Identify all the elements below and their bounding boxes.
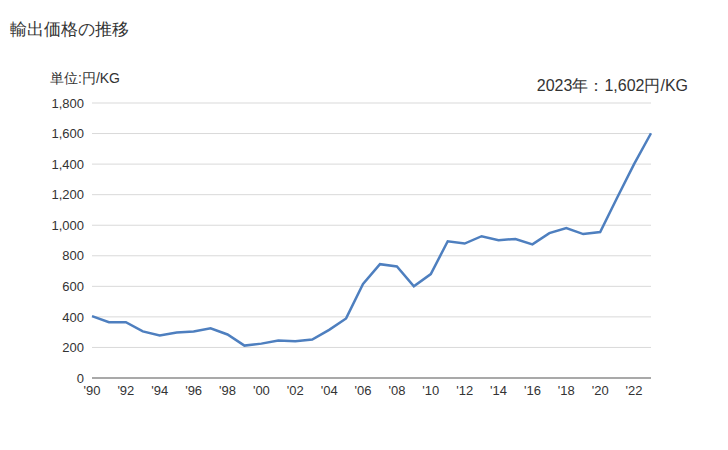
- svg-text:0: 0: [77, 371, 84, 386]
- svg-text:'96: '96: [185, 383, 202, 398]
- svg-text:'98: '98: [219, 383, 236, 398]
- html-text:単位:円/KG: 単位:円/KG: [50, 70, 120, 86]
- svg-text:'02: '02: [287, 383, 304, 398]
- svg-text:1,600: 1,600: [51, 126, 84, 141]
- svg-text:1,200: 1,200: [51, 187, 84, 202]
- svg-text:'20: '20: [592, 383, 609, 398]
- svg-text:'06: '06: [355, 383, 372, 398]
- svg-text:'14: '14: [490, 383, 507, 398]
- svg-text:200: 200: [62, 340, 84, 355]
- svg-text:'92: '92: [117, 383, 134, 398]
- svg-text:1,400: 1,400: [51, 157, 84, 172]
- svg-text:600: 600: [62, 279, 84, 294]
- html-text:2023年：1,602円/KG: 2023年：1,602円/KG: [536, 77, 688, 94]
- svg-text:'90: '90: [84, 383, 101, 398]
- svg-text:400: 400: [62, 310, 84, 325]
- svg-text:'00: '00: [253, 383, 270, 398]
- html-text:輸出価格の推移: 輸出価格の推移: [10, 20, 129, 39]
- svg-text:'22: '22: [626, 383, 643, 398]
- svg-text:'18: '18: [558, 383, 575, 398]
- svg-text:800: 800: [62, 248, 84, 263]
- svg-text:'08: '08: [388, 383, 405, 398]
- svg-text:'94: '94: [151, 383, 168, 398]
- svg-text:1,800: 1,800: [51, 96, 84, 111]
- svg-text:'12: '12: [456, 383, 473, 398]
- svg-text:'04: '04: [321, 383, 338, 398]
- svg-text:1,000: 1,000: [51, 218, 84, 233]
- svg-text:'16: '16: [524, 383, 541, 398]
- svg-text:'10: '10: [422, 383, 439, 398]
